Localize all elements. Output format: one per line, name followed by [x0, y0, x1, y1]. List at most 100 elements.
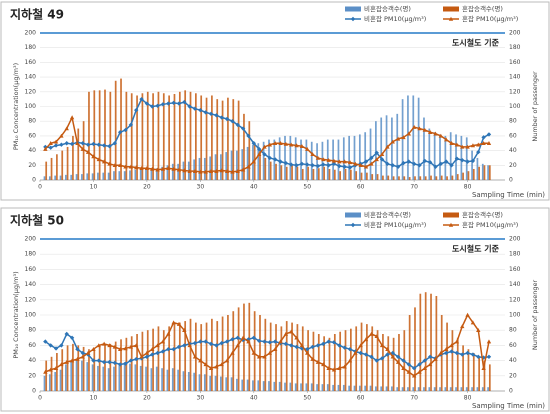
bar: [102, 366, 105, 391]
line-marker: [150, 166, 155, 171]
bar: [118, 364, 121, 391]
bar: [241, 379, 244, 391]
line-marker: [411, 124, 417, 129]
line-marker: [422, 158, 428, 164]
bar: [291, 322, 293, 391]
bar: [483, 165, 486, 180]
line-marker: [48, 343, 53, 348]
line-marker: [454, 350, 460, 356]
line-marker: [486, 132, 492, 137]
bar: [253, 311, 256, 391]
bar: [449, 132, 452, 180]
bar: [178, 322, 181, 391]
line-marker: [444, 159, 449, 164]
line-marker: [224, 358, 230, 363]
line-marker: [374, 334, 379, 339]
line-marker: [454, 339, 460, 344]
line-marker: [69, 141, 75, 147]
line-marker: [230, 119, 235, 124]
line-marker: [406, 131, 411, 136]
line-marker: [326, 339, 331, 344]
x-tick-label: 80: [464, 184, 472, 191]
line-marker: [246, 164, 251, 169]
bar: [462, 172, 464, 180]
line-marker: [342, 364, 347, 369]
bar: [396, 113, 399, 180]
bar: [305, 139, 308, 180]
bar: [221, 316, 224, 391]
bar: [248, 302, 251, 391]
bar: [243, 303, 245, 391]
line-marker: [427, 354, 433, 359]
line-marker: [417, 362, 422, 367]
bar: [312, 168, 315, 180]
line-marker: [171, 166, 176, 171]
line-marker: [219, 168, 224, 173]
bar: [337, 384, 340, 391]
x-tick-label: 30: [197, 395, 205, 402]
line-marker: [171, 347, 176, 352]
x-axis-label: Sampling Time (min): [472, 191, 545, 199]
line-marker: [75, 356, 80, 361]
y2-tick-label: 60: [509, 342, 517, 349]
line-marker: [112, 360, 118, 366]
line-marker: [139, 166, 144, 170]
line-marker: [353, 350, 358, 355]
bar: [307, 330, 309, 391]
bar: [61, 349, 64, 391]
bar: [467, 349, 470, 391]
y2-tick-label: 80: [509, 118, 517, 125]
line-marker: [486, 339, 492, 344]
bar: [396, 387, 399, 391]
bar: [211, 318, 213, 391]
bar: [289, 135, 292, 180]
bar: [203, 374, 206, 391]
bar: [157, 326, 160, 391]
y-axis-label: PM₁₀ Concentration(μg/m³): [12, 63, 20, 150]
line-marker: [337, 159, 342, 164]
line-marker: [64, 126, 69, 131]
y-tick-label: 140: [25, 281, 37, 288]
line-marker: [337, 343, 342, 348]
line-marker: [331, 161, 337, 167]
line-marker: [369, 161, 374, 166]
line-marker: [101, 341, 107, 346]
bar: [385, 386, 388, 391]
line-marker: [444, 137, 449, 142]
line-marker: [347, 358, 353, 363]
y2-tick-label: 160: [509, 266, 521, 273]
bar: [284, 382, 286, 391]
x-tick-label: 30: [197, 184, 205, 191]
line-marker: [53, 139, 59, 144]
line-marker: [80, 354, 85, 359]
bar: [391, 386, 393, 391]
line-marker: [182, 168, 187, 173]
bar: [446, 176, 448, 180]
line-marker: [192, 168, 198, 173]
bar: [134, 364, 137, 391]
bar: [50, 157, 53, 180]
bar: [139, 365, 142, 391]
bar: [155, 366, 158, 391]
bar: [227, 97, 229, 180]
bar: [423, 387, 425, 391]
bar: [371, 174, 374, 180]
line-marker: [64, 141, 69, 146]
line-marker: [150, 104, 155, 109]
line-marker: [401, 358, 406, 363]
bar: [220, 376, 222, 391]
line-marker: [411, 161, 417, 167]
line-marker: [449, 349, 454, 354]
y-tick-label: 100: [25, 312, 37, 319]
bar: [225, 377, 228, 391]
line-marker: [262, 354, 267, 359]
line-marker: [53, 366, 59, 370]
line-marker: [342, 345, 347, 350]
bar: [88, 349, 90, 391]
line-marker: [454, 156, 460, 161]
line-marker: [166, 347, 171, 352]
line-marker: [59, 133, 64, 138]
bar: [323, 336, 325, 391]
y2-tick-label: 160: [509, 59, 521, 66]
line-marker: [331, 158, 337, 163]
